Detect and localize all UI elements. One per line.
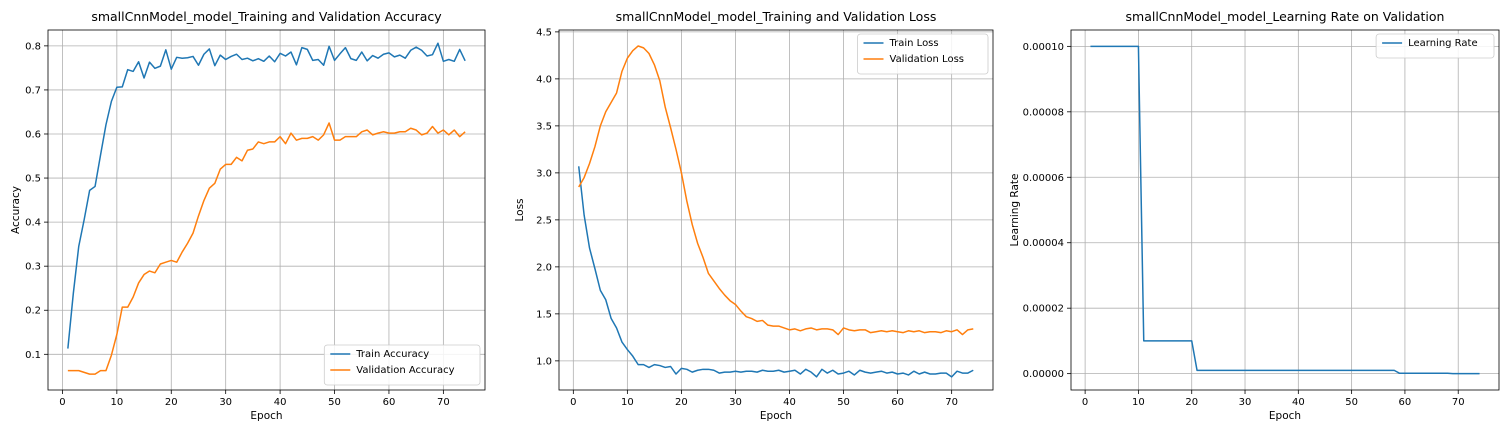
x-tick-label: 10	[110, 397, 123, 408]
x-tick-label: 30	[729, 397, 742, 408]
x-tick-label: 50	[837, 397, 850, 408]
x-tick-label: 30	[1239, 397, 1252, 408]
x-tick-label: 50	[1345, 397, 1358, 408]
y-tick-label: 0.2	[25, 306, 41, 317]
series-line-validation-accuracy	[67, 122, 466, 375]
x-tick-label: 0	[1082, 397, 1088, 408]
legend: Train Loss Validation Loss	[857, 33, 989, 75]
x-tick-label: 30	[219, 397, 232, 408]
y-tick-label: 2.0	[536, 262, 552, 273]
y-tick-label: 0.00010	[1023, 42, 1064, 53]
series-line-validation-loss	[578, 45, 974, 336]
plot-frame	[1070, 29, 1500, 391]
y-tick-label: 0.3	[25, 262, 41, 273]
legend-label: Learning Rate	[1408, 38, 1478, 49]
x-tick-label: 10	[1132, 397, 1145, 408]
x-tick-label: 70	[945, 397, 958, 408]
x-axis-label: Epoch	[250, 410, 282, 422]
x-tick-label: 40	[783, 397, 796, 408]
legend-label: Train Accuracy	[355, 349, 429, 360]
y-tick-label: 0.7	[25, 85, 41, 96]
legend: Train Accuracy Validation Accuracy	[323, 344, 481, 386]
legend-box	[1375, 33, 1495, 59]
y-axis-label: Loss	[514, 198, 526, 221]
y-tick-label: 0.6	[25, 129, 41, 140]
y-tick-label: 3.0	[536, 168, 552, 179]
x-tick-label: 40	[274, 397, 287, 408]
plot-frame	[47, 29, 486, 391]
x-tick-label: 20	[1185, 397, 1198, 408]
chart-title: smallCnnModel_model_Training and Validat…	[91, 9, 442, 24]
x-tick-label: 10	[621, 397, 634, 408]
y-tick-label: 0.00000	[1023, 369, 1064, 380]
y-tick-label: 0.00006	[1023, 173, 1064, 184]
learning-rate-chart: smallCnnModel_model_Learning Rate on Val…	[1009, 9, 1500, 422]
y-tick-label: 0.00002	[1023, 304, 1064, 315]
y-tick-label: 2.5	[536, 215, 552, 226]
chart-title: smallCnnModel_model_Training and Validat…	[616, 9, 937, 24]
y-tick-label: 4.5	[536, 27, 552, 38]
y-tick-label: 4.0	[536, 74, 552, 85]
y-tick-label: 1.0	[536, 356, 552, 367]
x-tick-label: 0	[570, 397, 576, 408]
y-tick-label: 0.1	[25, 350, 41, 361]
x-tick-label: 70	[1452, 397, 1465, 408]
x-tick-label: 40	[1292, 397, 1305, 408]
legend-label: Validation Loss	[890, 54, 965, 65]
y-tick-label: 0.5	[25, 174, 41, 185]
x-tick-label: 60	[383, 397, 396, 408]
loss-chart: smallCnnModel_model_Training and Validat…	[514, 9, 994, 422]
y-tick-label: 1.5	[536, 309, 552, 320]
legend-box	[323, 344, 481, 386]
legend: Learning Rate	[1375, 33, 1495, 59]
accuracy-chart: smallCnnModel_model_Training and Validat…	[10, 9, 486, 422]
y-tick-label: 0.00004	[1023, 238, 1064, 249]
x-tick-label: 50	[328, 397, 341, 408]
x-tick-label: 0	[59, 397, 65, 408]
x-tick-label: 60	[1399, 397, 1412, 408]
series-line-train-accuracy	[67, 42, 466, 349]
y-tick-label: 0.4	[25, 218, 41, 229]
x-tick-label: 20	[165, 397, 178, 408]
legend-label: Train Loss	[889, 38, 939, 49]
series-line-learning-rate	[1090, 45, 1480, 375]
x-tick-label: 60	[891, 397, 904, 408]
y-tick-label: 3.5	[536, 121, 552, 132]
series-line-train-loss	[577, 166, 974, 378]
plot-frame	[558, 29, 994, 391]
y-axis-label: Learning Rate	[1009, 174, 1021, 247]
y-axis-label: Accuracy	[10, 186, 22, 234]
legend-box	[857, 33, 989, 75]
x-axis-label: Epoch	[760, 410, 792, 422]
chart-title: smallCnnModel_model_Learning Rate on Val…	[1126, 9, 1445, 24]
y-tick-label: 0.8	[25, 41, 41, 52]
x-axis-label: Epoch	[1269, 410, 1301, 422]
x-tick-label: 20	[675, 397, 688, 408]
legend-label: Validation Accuracy	[356, 365, 454, 376]
x-tick-label: 70	[437, 397, 450, 408]
y-tick-label: 0.00008	[1023, 107, 1064, 118]
